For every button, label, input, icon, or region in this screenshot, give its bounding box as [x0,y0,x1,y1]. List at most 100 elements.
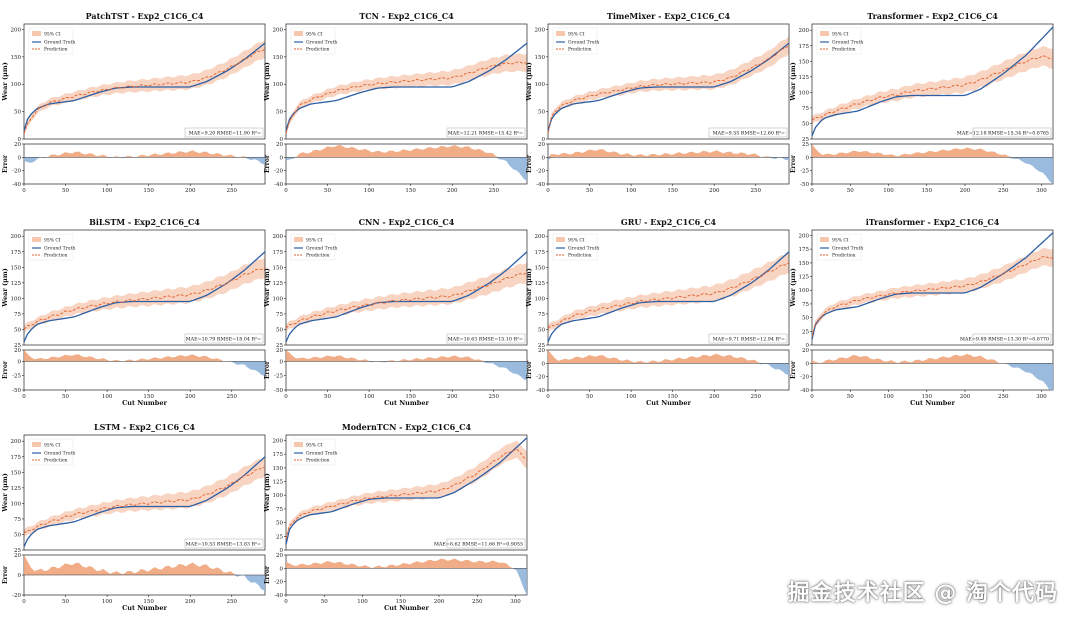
y-tick-label: 200 [535,234,546,240]
subplot-8: iTransformer - Exp2_C1C6_C4 0 25 50 75 100 125… [789,217,1054,407]
error-positive-area [24,555,265,575]
ground-truth-line [547,42,790,131]
error-y-tick-label: 20 [276,553,283,559]
error-axes [811,143,1054,185]
subplot-1: PatchTST - Exp2_C1C6_C4050100150200Wear … [1,11,266,194]
x-tick-label: 200 [185,188,196,194]
y-axis-label: Wear (μm) [1,62,9,102]
error-axis-label: Error [526,154,533,173]
error-y-tick-label: 20 [802,348,809,354]
subplot-4: Transformer - Exp2_C1C6_C4 25 50 75 100 125 15… [789,11,1054,194]
x-tick-label: 50 [586,394,593,400]
error-axis-label: Error [264,360,271,379]
error-y-tick-label: -20 [12,169,21,175]
legend-pred-label: Prediction [306,458,330,464]
x-tick-label: 50 [586,188,593,194]
error-y-tick-label: -40 [536,388,545,394]
x-tick-label: 250 [227,188,238,194]
y-tick-label: 150 [535,265,546,271]
metrics-text: MAE=8.62 RMSE=11.66 R²=0.9055 [434,542,523,548]
subplot-7: GRU - Exp2_C1C6_C4255075100125150175200W… [525,217,790,407]
x-tick-label: 150 [405,188,416,194]
error-y-tick-label: -25 [274,374,283,380]
error-y-tick-label: -20 [274,580,283,586]
y-tick-label: 50 [276,110,283,116]
metrics-text: MAE=10.79 RMSE=18.04 R²= [186,337,261,343]
error-y-tick-label: 0 [18,359,22,365]
legend-ci-swatch [556,237,565,242]
error-negative-area [24,157,265,165]
metrics-box [972,333,1052,344]
y-tick-label: 175 [273,452,284,458]
y-tick-label: 150 [273,466,284,472]
legend-truth-label: Ground Truth [832,246,863,252]
x-tick-label: 250 [998,188,1009,194]
x-tick-label: 50 [324,188,331,194]
subplot-9: LSTM - Exp2_C1C6_C4255075100125150175200… [1,422,266,612]
ci-band [24,40,265,137]
y-tick-label: 50 [538,327,545,333]
error-positive-area [286,558,527,569]
error-y-tick-label: 0 [542,361,546,367]
subplot-3: TimeMixer - Exp2_C1C6_C4050100150200Wear… [525,11,790,194]
metrics-box [446,538,526,549]
error-y-tick-label: -20 [12,593,21,599]
x-tick-label: 200 [185,394,196,400]
error-y-tick-label: 0 [280,359,284,365]
y-tick-label: 50 [276,521,283,527]
x-tick-label: 150 [667,188,678,194]
y-tick-label: 75 [276,312,283,318]
y-tick-label: 100 [273,296,284,302]
error-y-tick-label: 20 [538,142,545,148]
error-axis-label: Error [264,154,271,173]
error-negative-area [24,575,265,591]
x-tick-label: 0 [284,394,288,400]
x-tick-label: 200 [447,188,458,194]
legend-truth-label: Ground Truth [306,40,337,46]
x-tick-label: 100 [364,188,375,194]
y-axis-label: Wear (μm) [525,268,533,308]
error-axis-label: Error [264,565,271,584]
error-y-tick-label: -40 [274,182,283,188]
y-tick-label: 175 [799,247,810,253]
x-tick-label: 0 [810,394,814,400]
error-negative-area [812,157,1053,184]
metrics-text: MAE=12.18 RMSE=15.34 R²=0.8765 [957,131,1049,137]
x-tick-label: 100 [102,188,113,194]
legend-ci-swatch [294,237,303,242]
main-axes [23,229,266,346]
ground-truth-line [547,251,790,343]
prediction-line [547,44,790,134]
y-tick-label: 175 [273,250,284,256]
x-tick-label: 50 [62,394,69,400]
y-axis-label: Wear (μm) [789,62,797,102]
y-axis-label: Wear (μm) [263,62,271,102]
error-y-tick-label: -40 [12,182,21,188]
y-axis-label: Wear (μm) [263,473,271,513]
y-tick-label: 175 [535,250,546,256]
ground-truth-line [23,42,266,131]
metrics-text: MAE=12.21 RMSE=15.42 R²= [448,131,523,137]
metrics-text: MAE=9.55 RMSE=12.60 R²= [713,131,785,137]
x-tick-label: 200 [447,394,458,400]
y-tick-label: 50 [802,121,809,127]
legend-truth-label: Ground Truth [306,246,337,252]
error-y-tick-label: 0 [280,566,284,572]
legend-ci-label: 95% CI [44,238,61,244]
x-tick-label: 200 [960,188,971,194]
x-tick-label: 100 [357,599,368,605]
x-axis-label: Cut Number [646,399,691,407]
y-tick-label: 125 [799,75,810,81]
y-tick-label: 25 [14,343,21,349]
error-axes [811,349,1054,391]
x-tick-label: 300 [510,599,521,605]
legend-ci-label: 95% CI [306,443,323,449]
x-tick-label: 300 [1036,188,1047,194]
subplot-10: ModernTCN - Exp2_C1C6_C4 0 25 50 75 100 125 150… [263,422,528,612]
y-tick-label: 100 [535,296,546,302]
error-positive-area [24,350,265,362]
x-tick-label: 150 [143,599,154,605]
y-axis-label: Wear (μm) [263,268,271,308]
x-tick-label: 0 [22,599,26,605]
